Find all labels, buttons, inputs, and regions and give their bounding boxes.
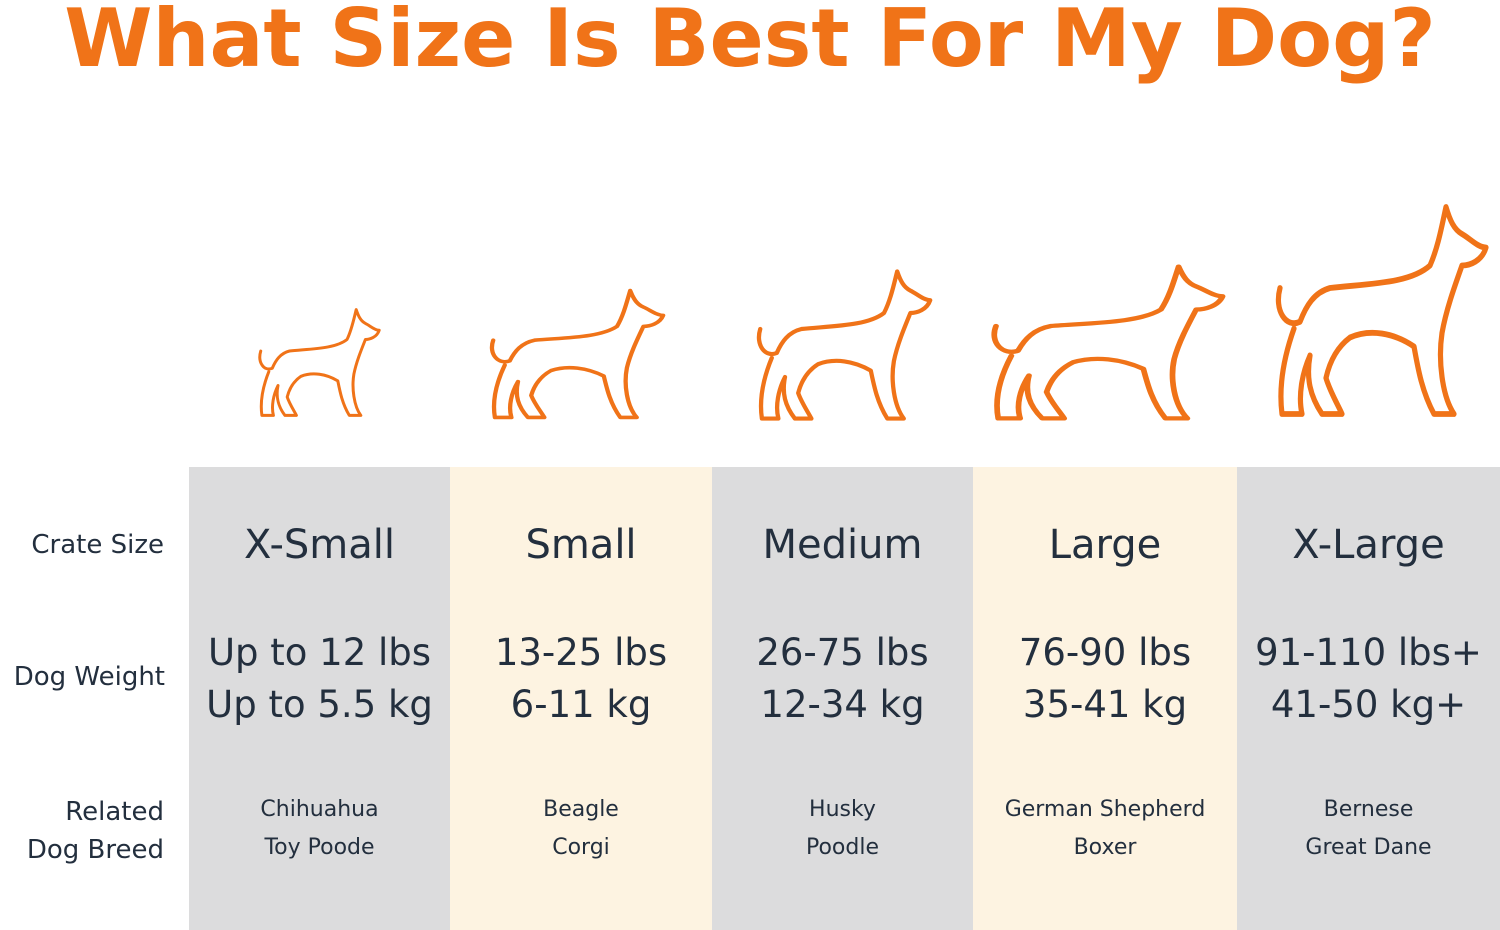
row-label-breed-line2: Dog Breed [26, 835, 164, 865]
crate-size: Medium [762, 522, 923, 568]
weight-kg: 12-34 kg [760, 683, 925, 726]
labrador-outline-icon [994, 267, 1222, 419]
breed: Corgi [552, 835, 610, 860]
size-column-x-large: X-Large 91-110 lbs+ 41-50 kg+ Bernese Gr… [1237, 467, 1500, 930]
weight-lbs: Up to 12 lbs [207, 631, 432, 674]
dog-illustrations [258, 180, 1500, 430]
breed: Bernese [1323, 797, 1414, 822]
size-column-medium: Medium 26-75 lbs 12-34 kg Husky Poodle [712, 467, 973, 930]
size-column-x-small: X-Small Up to 12 lbs Up to 5.5 kg Chihua… [189, 467, 450, 930]
weight-lbs: 91-110 lbs+ [1255, 631, 1482, 674]
breed: Toy Poode [264, 835, 375, 860]
breed: Chihuahua [260, 797, 379, 822]
weight-lbs: 76-90 lbs [1018, 631, 1192, 674]
breed: Great Dane [1305, 835, 1432, 860]
crate-size: Small [525, 522, 637, 568]
crate-size: X-Small [244, 522, 395, 568]
crate-size: X-Large [1292, 522, 1445, 568]
row-label-breed-line1: Related [65, 797, 164, 827]
breed: Husky [809, 797, 876, 822]
breed: Poodle [805, 835, 879, 860]
weight-kg: Up to 5.5 kg [206, 683, 433, 726]
weight-lbs: 13-25 lbs [494, 631, 668, 674]
beagle-outline-icon [492, 291, 663, 418]
weight-lbs: 26-75 lbs [756, 631, 929, 674]
size-column-small: Small 13-25 lbs 6-11 kg Beagle Corgi [450, 467, 712, 930]
weight-kg: 35-41 kg [1022, 683, 1188, 726]
great-dane-outline-icon [1278, 207, 1486, 414]
crate-size: Large [1048, 522, 1162, 568]
row-label-crate-size: Crate Size [31, 530, 164, 560]
page-title: What Size Is Best For My Dog? [64, 0, 1436, 85]
breed: German Shepherd [1004, 797, 1206, 822]
weight-kg: 6-11 kg [510, 683, 652, 726]
size-column-large: Large 76-90 lbs 35-41 kg German Shepherd… [973, 467, 1237, 930]
breed: Boxer [1073, 835, 1137, 860]
husky-outline-icon [759, 271, 930, 418]
row-label-dog-weight: Dog Weight [13, 662, 165, 692]
breed: Beagle [543, 797, 619, 822]
chihuahua-outline-icon [258, 308, 381, 417]
weight-kg: 41-50 kg+ [1270, 683, 1467, 726]
